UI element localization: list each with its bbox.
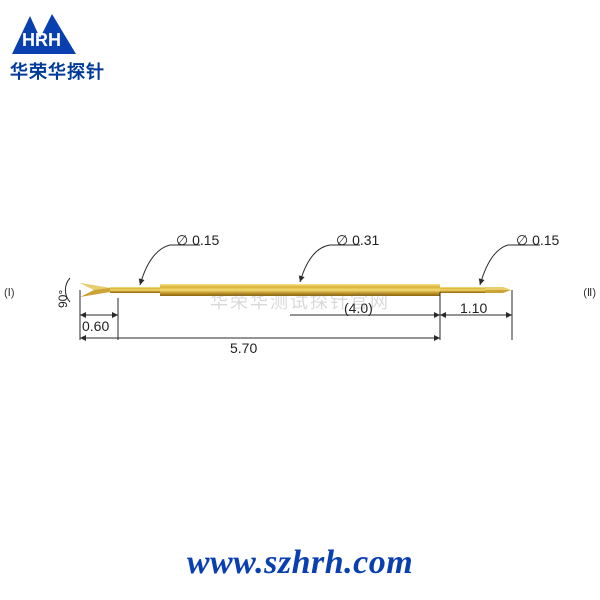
logo-subtitle: 华荣华探针 [10,58,105,84]
dia-main: ∅ 0.31 [336,232,379,250]
dia-right: ∅ 0.15 [516,232,559,250]
probe-tip-right-icon [485,283,511,297]
len-right-tip: 1.10 [460,300,487,316]
logo-initials: HRH [22,30,61,50]
len-stroke: (4.0) [344,300,373,316]
brand-logo: HRH 华荣华探针 [10,10,105,84]
angle-label: 90° [56,290,70,308]
probe-main-barrel [160,284,440,296]
len-main: 5.70 [230,340,257,356]
logo-mark-icon: HRH [10,10,94,56]
end-label-left: (Ⅰ) [4,286,15,299]
dia-left: ∅ 0.15 [176,232,219,250]
site-url: www.szhrh.com [0,544,600,582]
probe-thin-left [110,287,160,293]
probe-thin-right [440,287,485,293]
probe-body [70,280,530,300]
len-left-tip: 0.60 [82,318,109,334]
end-label-right: (Ⅱ) [583,286,596,299]
probe-tip-left-icon [80,283,110,297]
probe-diagram: (Ⅰ) (Ⅱ) [0,190,600,390]
